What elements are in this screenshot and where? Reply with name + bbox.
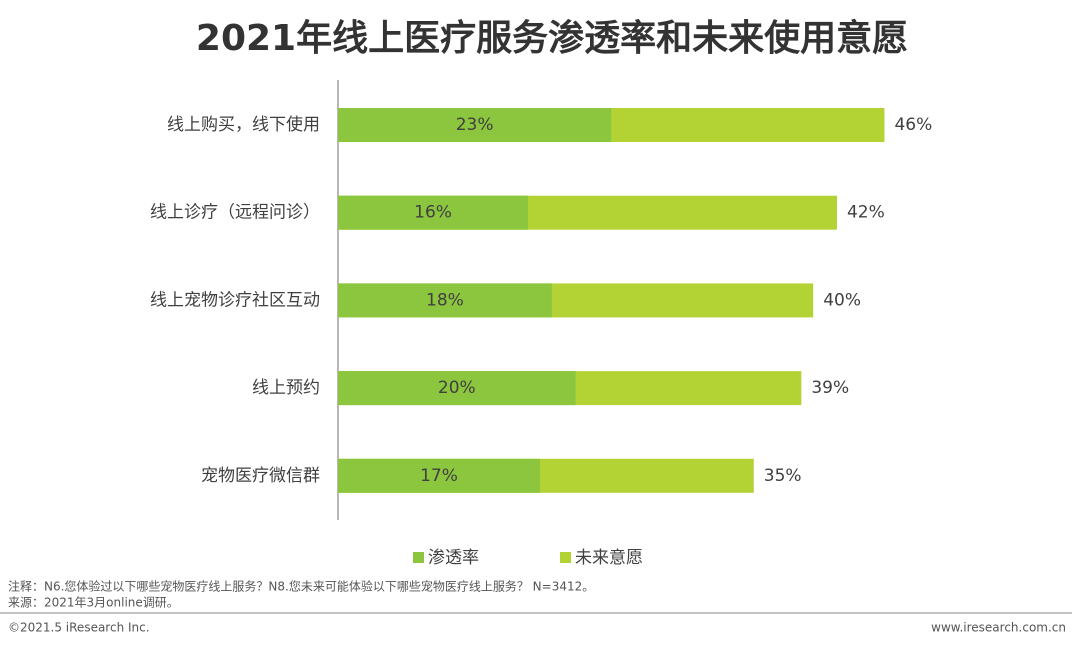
note: 注释：N6.您体验过以下哪些宠物医疗线上服务？N8.您未来可能体验以下哪些宠物医…: [8, 579, 594, 594]
bar: [338, 371, 576, 406]
source: 来源：2021年3月online调研。: [8, 596, 179, 610]
copyright: ©2021.5 iResearch Inc.: [8, 621, 150, 635]
y-tick-label: 宠物医疗微信群: [201, 466, 320, 486]
legend-swatch: [413, 552, 424, 563]
data-label: 18%: [426, 290, 464, 310]
data-label: 42%: [847, 203, 885, 223]
y-tick-label: 线上宠物诊疗社区互动: [150, 290, 320, 310]
data-label: 46%: [894, 115, 932, 135]
y-tick-label: 线上诊疗（远程问诊）: [150, 203, 320, 223]
website: www.iresearch.com.cn: [931, 621, 1066, 635]
legend-label: 未来意愿: [575, 548, 643, 568]
chart-title: 2021年线上医疗服务渗透率和未来使用意愿: [196, 18, 908, 59]
data-label: 35%: [764, 466, 802, 486]
legend-label: 渗透率: [428, 548, 479, 568]
legend-swatch: [560, 552, 571, 563]
data-label: 39%: [811, 378, 849, 398]
bar: [338, 283, 552, 318]
data-label: 40%: [823, 290, 861, 310]
data-label: 17%: [420, 466, 458, 486]
y-tick-label: 线上预约: [252, 378, 320, 398]
y-tick-label: 线上购买，线下使用: [167, 114, 320, 135]
data-label: 23%: [456, 115, 494, 135]
bar: [338, 108, 612, 142]
data-label: 20%: [438, 378, 476, 398]
data-label: 16%: [414, 203, 452, 223]
bar: [338, 195, 529, 230]
bar: [338, 458, 540, 493]
